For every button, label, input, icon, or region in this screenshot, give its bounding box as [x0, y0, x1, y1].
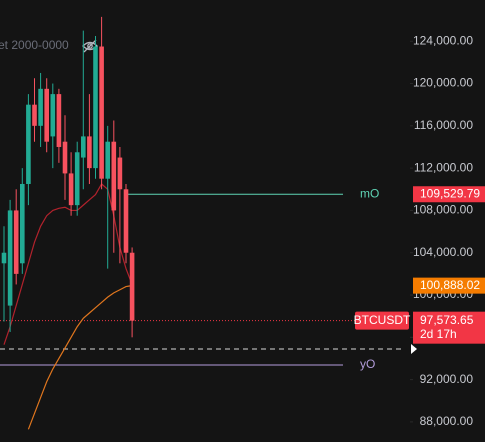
symbol-label: BTCUSDT [354, 313, 411, 327]
y-tick-label: 120,000.00 [413, 76, 473, 90]
price-tag [413, 277, 485, 294]
level-label: mO [360, 186, 379, 200]
price-axis: 88,000.0092,000.0096,000.00100,000.00104… [410, 33, 485, 428]
candle-body [26, 104, 31, 184]
moving-average [27, 285, 133, 430]
y-tick-label: 92,000.00 [420, 372, 474, 386]
candle-body [99, 46, 104, 179]
candle-body [56, 94, 62, 147]
candle-body [93, 46, 98, 169]
y-tick-label: 108,000.00 [413, 203, 473, 217]
plot-area: mO yO BTCUSDT [0, 16, 417, 430]
legend-text: et 2000-0000 [0, 38, 69, 52]
level-label: yO [360, 357, 375, 371]
price-tag-label: 100,888.02 [420, 278, 480, 292]
countdown-label: 2d 17h [420, 327, 457, 341]
candle-body [38, 88, 43, 126]
y-tick-label: 112,000.00 [414, 160, 473, 174]
price-tag [413, 186, 485, 203]
candle-body [1, 252, 7, 264]
y-tick-label: 104,000.00 [413, 245, 473, 259]
candle-body [50, 94, 56, 137]
candle-body [32, 104, 37, 126]
candle-body [105, 141, 110, 179]
candle-body [81, 136, 86, 158]
price-tag-label: 97,573.65 [420, 313, 474, 327]
candle-body [68, 173, 74, 206]
price-tag-label: 109,529.79 [420, 186, 480, 200]
candle-body [87, 136, 92, 169]
price-tag [413, 311, 485, 344]
candle-body [13, 210, 19, 274]
candle-body [62, 141, 68, 174]
candle-body [129, 252, 135, 321]
y-tick-label: 116,000.00 [414, 118, 473, 132]
candle-body [44, 88, 49, 142]
candle-body [74, 152, 80, 206]
candle-body [117, 157, 123, 190]
visibility-icon[interactable] [82, 39, 98, 53]
crosshair-marker [411, 343, 417, 354]
candle-body [20, 183, 25, 264]
candle-body [111, 141, 117, 211]
symbol-tag [355, 311, 409, 330]
y-tick-label: 124,000.00 [413, 33, 473, 47]
candle-body [7, 210, 13, 306]
y-tick-label: 88,000.00 [420, 414, 474, 428]
legend: et 2000-0000 [0, 38, 98, 53]
candle-body [123, 189, 129, 253]
moving-average [3, 183, 133, 345]
